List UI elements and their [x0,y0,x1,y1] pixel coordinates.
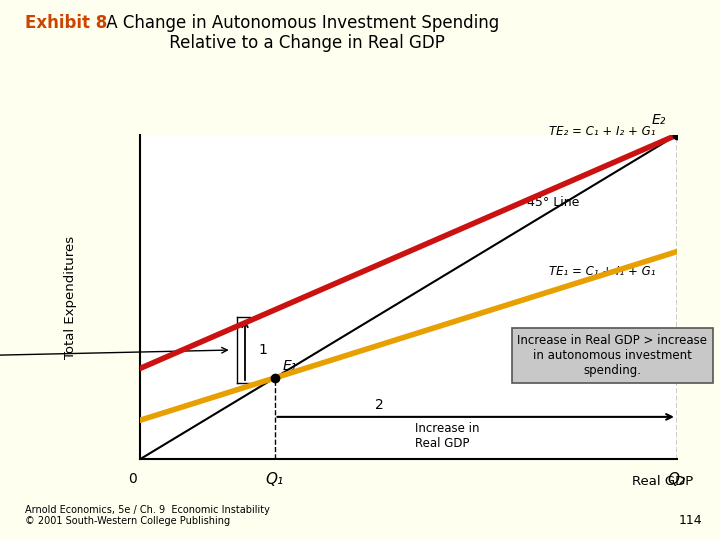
Text: Arnold Economics, 5e / Ch. 9  Economic Instability
© 2001 South-Western College : Arnold Economics, 5e / Ch. 9 Economic In… [25,505,270,526]
Text: 2: 2 [375,398,384,412]
Text: Real GDP: Real GDP [631,475,693,488]
Text: 45° Line: 45° Line [526,196,579,210]
Text: Exhibit 8: Exhibit 8 [25,14,107,31]
Text: TE₁ = C₁ + I₁ + G₁: TE₁ = C₁ + I₁ + G₁ [549,265,655,278]
Text: Q₂: Q₂ [667,472,686,487]
Text: E₁: E₁ [282,359,297,373]
Text: 1: 1 [258,343,267,357]
Text: Increase in
Real GDP: Increase in Real GDP [415,422,480,450]
Text: Q₁: Q₁ [266,472,284,487]
Text: Increase in Real GDP > increase
in autonomous investment
spending.: Increase in Real GDP > increase in auton… [518,334,708,377]
Text: TE₂ = C₁ + I₂ + G₁: TE₂ = C₁ + I₂ + G₁ [549,125,655,138]
Text: 114: 114 [678,514,702,526]
Text: E₂: E₂ [652,113,666,127]
Text: 0: 0 [128,472,137,486]
Text: A Change in Autonomous Investment Spending
             Relative to a Change in : A Change in Autonomous Investment Spendi… [101,14,499,52]
Text: Total Expenditures: Total Expenditures [64,235,77,359]
